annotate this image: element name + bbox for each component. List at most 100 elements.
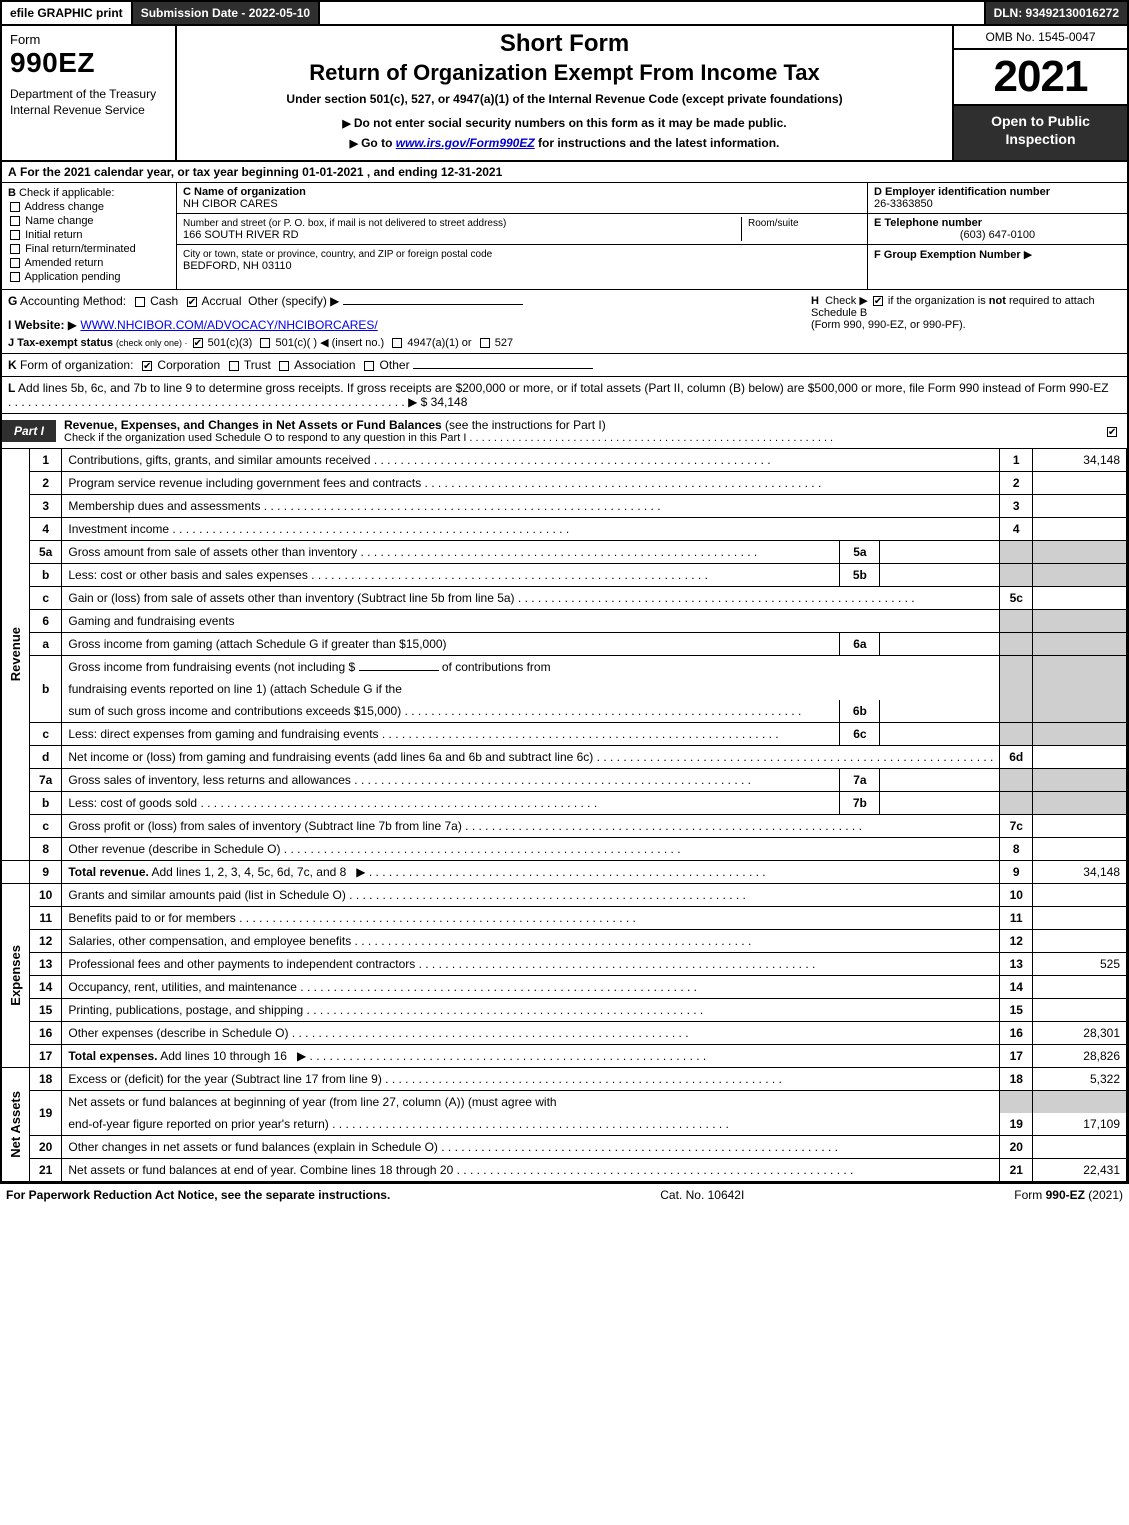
net-assets-section-label: Net Assets: [8, 1091, 23, 1158]
line-14: 14Occupancy, rent, utilities, and mainte…: [2, 976, 1127, 999]
form-frame: Form 990EZ Department of the Treasury In…: [0, 26, 1129, 1184]
irs-link[interactable]: www.irs.gov/Form990EZ: [396, 136, 535, 150]
line-6b-3: sum of such gross income and contributio…: [2, 700, 1127, 723]
line-a-label: A: [8, 165, 17, 179]
line-18: Net Assets 18Excess or (deficit) for the…: [2, 1068, 1127, 1091]
line-20: 20Other changes in net assets or fund ba…: [2, 1136, 1127, 1159]
line-5a: 5aGross amount from sale of assets other…: [2, 541, 1127, 564]
chk-final-return[interactable]: Final return/terminated: [8, 243, 170, 255]
chk-amended-return[interactable]: Amended return: [8, 257, 170, 269]
cash-label: Cash: [150, 294, 178, 308]
line-6c: cLess: direct expenses from gaming and f…: [2, 723, 1127, 746]
chk-trust[interactable]: [229, 361, 239, 371]
box-h-not: not: [989, 295, 1006, 307]
box-l-text: Add lines 5b, 6c, and 7b to line 9 to de…: [18, 381, 1109, 395]
form-ref: Form 990-EZ (2021): [1014, 1188, 1123, 1202]
line-a: A For the 2021 calendar year, or tax yea…: [2, 162, 1127, 183]
box-f-arrow: ▶: [1024, 249, 1032, 261]
box-j-label: J Tax-exempt status: [8, 337, 113, 349]
line-5b: bLess: cost or other basis and sales exp…: [2, 564, 1127, 587]
line-19-amount: 17,109: [1033, 1113, 1127, 1136]
line-4: 4Investment income 4: [2, 518, 1127, 541]
cat-no: Cat. No. 10642I: [660, 1188, 744, 1202]
part1-schedule-o-check[interactable]: [1097, 420, 1127, 442]
title-short-form: Short Form: [187, 30, 942, 58]
part1-tab: Part I: [2, 420, 56, 442]
chk-application-pending[interactable]: Application pending: [8, 271, 170, 283]
line-17: 17Total expenses. Add lines 10 through 1…: [2, 1045, 1127, 1068]
chk-initial-return[interactable]: Initial return: [8, 229, 170, 241]
box-g-title: Accounting Method:: [20, 294, 126, 308]
box-d-label: D Employer identification number: [874, 186, 1050, 198]
topbar-spacer: [320, 2, 983, 24]
line-2: 2Program service revenue including gover…: [2, 472, 1127, 495]
form-number: 990EZ: [10, 47, 167, 79]
chk-accrual[interactable]: [187, 297, 197, 307]
org-name: NH CIBOR CARES: [183, 198, 861, 210]
box-h-text1: Check ▶: [825, 295, 868, 307]
box-l-label: L: [8, 381, 15, 395]
line-15: 15Printing, publications, postage, and s…: [2, 999, 1127, 1022]
goto-suffix: for instructions and the latest informat…: [535, 136, 780, 150]
chk-schedule-b-not-required[interactable]: [873, 296, 883, 306]
form-header: Form 990EZ Department of the Treasury In…: [2, 26, 1127, 162]
chk-name-change[interactable]: Name change: [8, 215, 170, 227]
box-h-text2: if the organization is: [888, 295, 989, 307]
chk-association[interactable]: [279, 361, 289, 371]
other-org-input[interactable]: [413, 368, 593, 369]
line-a-end: 12-31-2021: [441, 165, 502, 179]
box-h-label: H: [811, 295, 819, 307]
line-16: 16Other expenses (describe in Schedule O…: [2, 1022, 1127, 1045]
line-12: 12Salaries, other compensation, and empl…: [2, 930, 1127, 953]
part1-header: Part I Revenue, Expenses, and Changes in…: [2, 414, 1127, 449]
chk-address-change[interactable]: Address change: [8, 201, 170, 213]
efile-print-label[interactable]: efile GRAPHIC print: [2, 2, 133, 24]
telephone: (603) 647-0100: [874, 229, 1121, 241]
open-to-public: Open to Public Inspection: [954, 106, 1127, 160]
box-h-text4: (Form 990, 990-EZ, or 990-PF).: [811, 319, 966, 331]
line-6b-contrib-input[interactable]: [359, 670, 439, 671]
header-center: Short Form Return of Organization Exempt…: [177, 26, 952, 160]
box-e-label: E Telephone number: [874, 217, 982, 229]
block-ghij: G Accounting Method: Cash Accrual Other …: [2, 290, 1127, 354]
ssn-warning: Do not enter social security numbers on …: [187, 116, 942, 130]
website-link[interactable]: WWW.NHCIBOR.COM/ADVOCACY/NHCIBORCARES/: [80, 318, 377, 332]
omb-number: OMB No. 1545-0047: [954, 26, 1127, 50]
box-c-name-label: C Name of organization: [183, 186, 306, 198]
box-l-arrow: ▶: [408, 395, 417, 409]
line-10: Expenses 10Grants and similar amounts pa…: [2, 884, 1127, 907]
line-13-amount: 525: [1033, 953, 1127, 976]
chk-4947[interactable]: [392, 338, 402, 348]
other-specify-input[interactable]: [343, 304, 523, 305]
form-word: Form: [10, 32, 167, 47]
chk-501c3[interactable]: [193, 338, 203, 348]
chk-527[interactable]: [480, 338, 490, 348]
line-a-begin: 01-01-2021: [302, 165, 363, 179]
chk-corporation[interactable]: [142, 361, 152, 371]
accrual-label: Accrual: [201, 294, 241, 308]
header-left: Form 990EZ Department of the Treasury In…: [2, 26, 177, 160]
block-bcdef: B Check if applicable: Address change Na…: [2, 183, 1127, 290]
tax-year: 2021: [954, 50, 1127, 106]
subtitle: Under section 501(c), 527, or 4947(a)(1)…: [187, 92, 942, 106]
chk-other-org[interactable]: [364, 361, 374, 371]
box-b: B Check if applicable: Address change Na…: [2, 183, 177, 289]
line-19-1: 19 Net assets or fund balances at beginn…: [2, 1091, 1127, 1114]
goto-line: Go to www.irs.gov/Form990EZ for instruct…: [187, 136, 942, 150]
other-specify-label: Other (specify): [248, 294, 327, 308]
dln: DLN: 93492130016272: [984, 2, 1127, 24]
box-c: C Name of organization NH CIBOR CARES Nu…: [177, 183, 867, 289]
line-6d: dNet income or (loss) from gaming and fu…: [2, 746, 1127, 769]
box-def: D Employer identification number 26-3363…: [867, 183, 1127, 289]
block-l: L Add lines 5b, 6c, and 7b to line 9 to …: [2, 377, 1127, 414]
line-7a: 7aGross sales of inventory, less returns…: [2, 769, 1127, 792]
box-j-hint: (check only one) ·: [116, 338, 188, 348]
line-6b-2: fundraising events reported on line 1) (…: [2, 678, 1127, 700]
box-c-street-label: Number and street (or P. O. box, if mail…: [183, 218, 506, 229]
chk-cash[interactable]: [135, 297, 145, 307]
line-7c: cGross profit or (loss) from sales of in…: [2, 815, 1127, 838]
box-f-label: F Group Exemption Number: [874, 249, 1021, 261]
chk-501c[interactable]: [260, 338, 270, 348]
line-18-amount: 5,322: [1033, 1068, 1127, 1091]
line-a-text1: For the 2021 calendar year, or tax year …: [20, 165, 302, 179]
